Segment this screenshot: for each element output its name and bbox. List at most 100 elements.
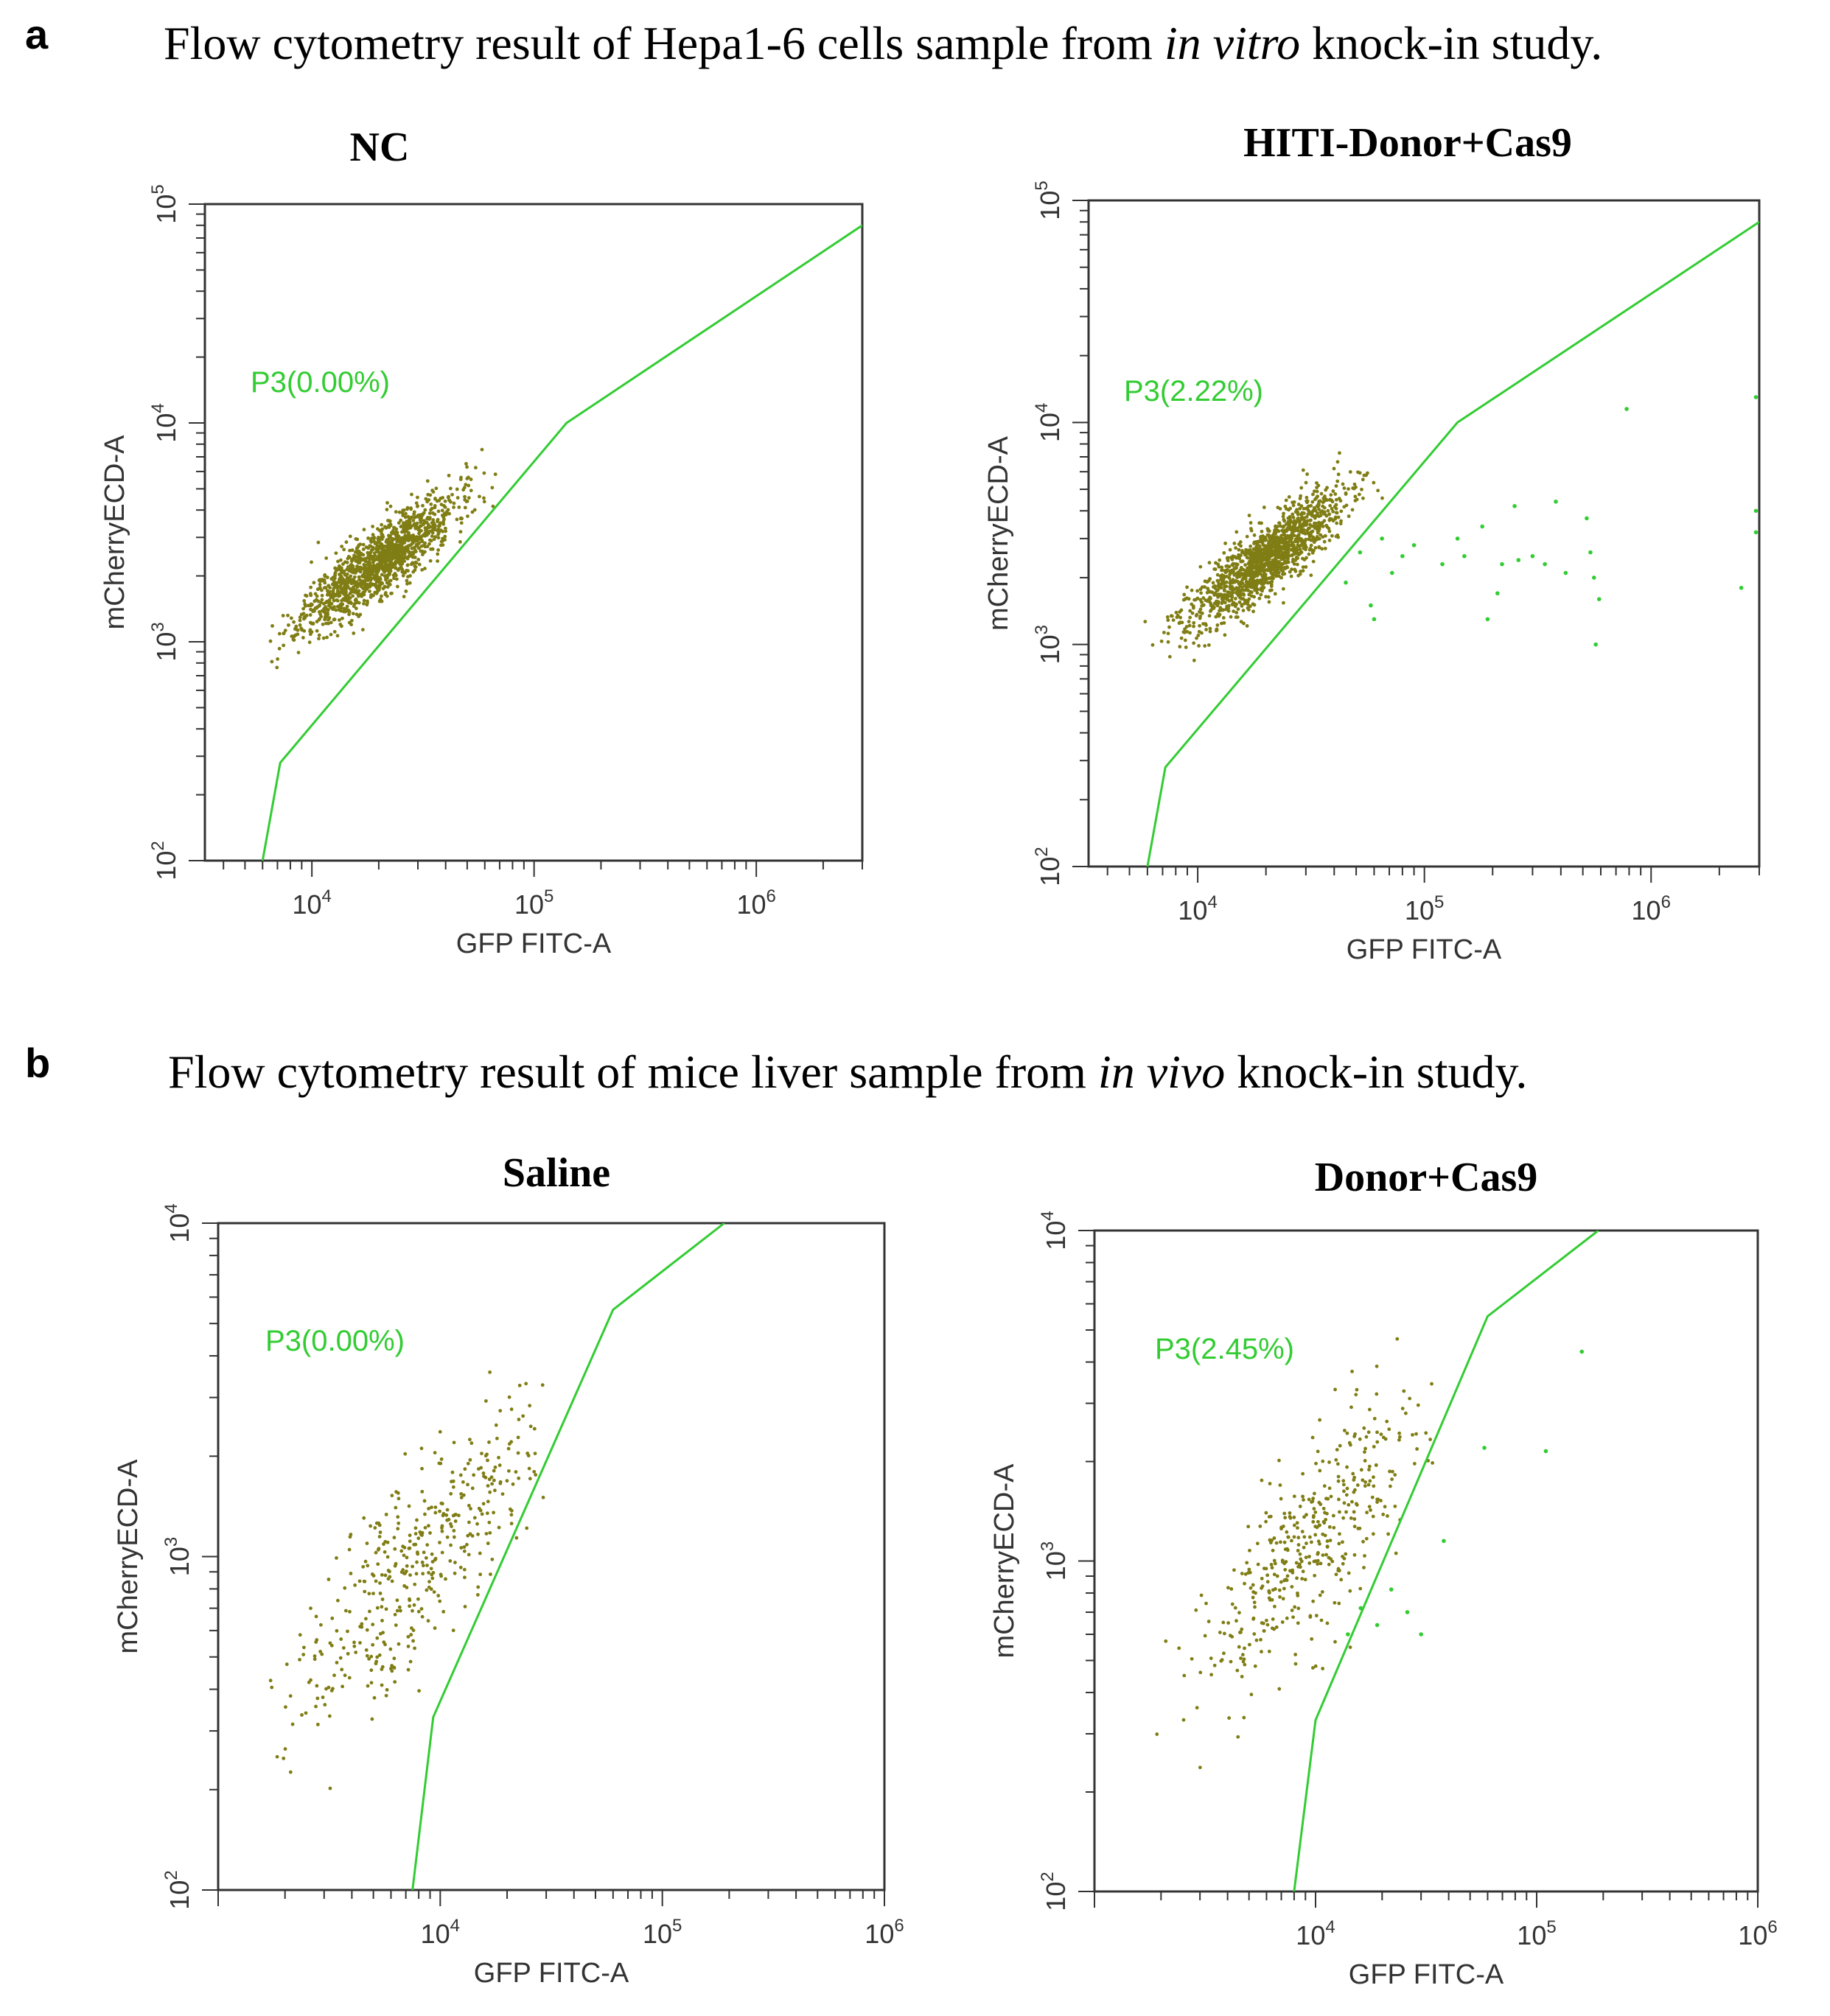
event-dot [382,560,386,564]
event-dot [361,553,366,557]
event-dot [1195,589,1200,593]
event-dot [341,1646,346,1650]
event-dot [476,1467,481,1471]
event-dot [282,643,286,648]
event-dot [462,486,467,490]
event-dot [360,628,365,632]
event-dot [1249,563,1253,567]
event-dot [1292,552,1296,556]
event-dot [405,1555,409,1560]
event-dot [1181,630,1186,634]
plot-title-nc: NC [349,125,410,170]
event-dot [1383,1437,1388,1441]
event-dot [480,1452,483,1455]
event-dot [371,525,375,528]
event-dot [357,615,361,619]
event-dot [439,1572,443,1577]
event-dot [450,492,454,497]
event-dot [399,1570,404,1574]
event-dot [1243,563,1247,567]
event-dot [1312,1507,1316,1511]
event-dot [1282,1586,1286,1591]
event-dot [1188,631,1192,635]
event-dot [451,1628,455,1633]
event-dot [1227,564,1232,569]
event-dot [377,1521,381,1525]
event-dot [340,589,344,594]
event-dot [420,1489,425,1494]
event-dot [1269,571,1274,575]
event-dot [466,514,469,519]
event-dot [357,589,361,593]
event-dot [422,1550,426,1555]
event-dot [1282,517,1286,522]
event-dot [320,598,324,602]
event-dot [486,1484,490,1488]
event-dot [1365,1511,1369,1515]
event-dot [1231,554,1235,559]
event-dot [405,1586,409,1589]
y-tick-label: 103 [161,1537,195,1576]
plot-title-saline: Saline [502,1150,611,1196]
event-dot [380,1667,384,1671]
event-dot [1187,620,1191,623]
event-dot [326,590,330,595]
event-dot [1383,1505,1387,1509]
event-dot [443,526,447,531]
event-dot [404,589,408,593]
event-dot [445,1508,450,1512]
event-dot [488,1490,492,1494]
event-dot [1366,471,1369,475]
event-dot [399,554,403,559]
event-dot [1215,588,1220,592]
event-dot [1293,569,1298,573]
event-dot [350,588,355,592]
event-dot [1345,1465,1349,1469]
event-dot [355,567,359,571]
event-dot [1251,551,1255,556]
event-dot [388,545,393,549]
event-dot [1216,562,1220,567]
event-dot [367,1656,371,1661]
event-dot [371,1592,375,1596]
plot-frame [203,203,864,862]
event-dot [339,609,343,613]
event-dot [1282,1561,1287,1566]
event-dot [413,522,416,526]
event-dot [1333,1639,1337,1644]
event-dot [309,607,312,612]
event-dot [1281,587,1285,591]
event-dot [1348,1645,1352,1649]
event-dot [357,552,360,556]
event-dot [1253,1605,1257,1609]
event-dot [363,582,368,587]
event-dot [1268,576,1273,581]
event-dot [402,538,406,542]
event-dot [1159,639,1164,643]
event-dot [1363,1450,1366,1454]
event-dot [433,1556,438,1561]
event-dot [1236,570,1240,575]
event-dot [1305,499,1309,503]
event-dot [1352,1435,1357,1438]
event-dot [357,1579,362,1583]
event-dot [433,528,437,532]
event-dot [1385,1419,1389,1424]
event-dot [298,618,302,623]
event-dot [1155,1732,1159,1736]
event-dot [1322,1521,1327,1525]
event-dot [465,465,469,469]
event-dot [1258,572,1263,576]
event-dot [423,567,427,570]
event-dot [1282,565,1287,570]
event-dot [1247,569,1251,573]
event-dot [402,508,406,512]
event-dot [1319,521,1324,525]
event-dot [340,545,344,549]
event-dot [1364,1536,1369,1541]
event-dot [296,632,300,637]
event-dot [289,616,293,620]
event-dot [324,556,329,560]
y-tick-label: 104 [161,1203,195,1242]
event-dot [1217,581,1221,586]
